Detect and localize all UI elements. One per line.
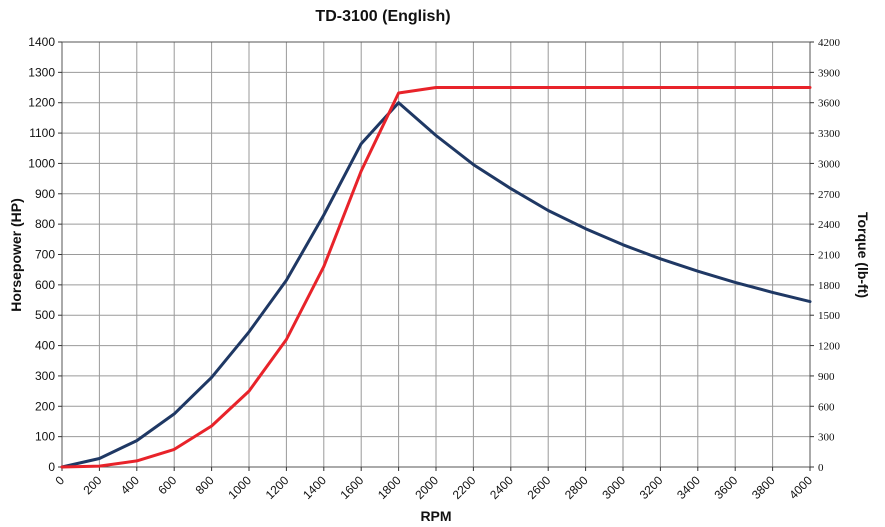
x-tick-label: 600 bbox=[155, 473, 179, 497]
y-left-tick-label: 1000 bbox=[28, 156, 55, 170]
y-right-tick-label: 3300 bbox=[818, 128, 841, 140]
y-right-tick-label: 900 bbox=[818, 371, 835, 383]
y-left-tick-label: 300 bbox=[35, 369, 55, 383]
y-left-tick-label: 0 bbox=[48, 460, 55, 474]
x-tick-label: 0 bbox=[52, 473, 67, 488]
x-tick-label: 400 bbox=[118, 473, 142, 497]
y-right-tick-label: 4200 bbox=[818, 37, 841, 49]
tick-marks bbox=[58, 41, 814, 471]
x-tick-label: 1200 bbox=[263, 473, 292, 502]
y2-axis-title: Torque (lb-ft) bbox=[855, 212, 871, 298]
chart-title: TD-3100 (English) bbox=[315, 8, 450, 25]
y-left-tick-label: 100 bbox=[35, 430, 55, 444]
gridlines bbox=[61, 41, 811, 468]
x-tick-label: 3400 bbox=[674, 473, 703, 502]
x-axis-title: RPM bbox=[420, 508, 451, 524]
series-lines bbox=[60, 86, 812, 469]
x-tick-label: 2400 bbox=[487, 473, 516, 502]
x-tick-label: 3200 bbox=[637, 473, 666, 502]
x-tick-label: 3600 bbox=[712, 473, 741, 502]
x-tick-label: 1000 bbox=[225, 473, 254, 502]
y-right-tick-label: 3900 bbox=[818, 67, 841, 79]
y-right-tick-label: 3000 bbox=[818, 158, 841, 170]
x-tick-label: 2600 bbox=[525, 473, 554, 502]
y-left-tick-label: 800 bbox=[35, 217, 55, 231]
y-left-tick-label: 1100 bbox=[29, 126, 55, 140]
y-right-tick-label: 1800 bbox=[818, 280, 841, 292]
y-left-tick-label: 200 bbox=[35, 399, 55, 413]
y-right-tick-labels: 0 300 600 900 1200 1500 1800 2100 2400 2700 3000 33… bbox=[818, 37, 841, 474]
x-tick-label: 1400 bbox=[300, 473, 329, 502]
x-tick-label: 2200 bbox=[450, 473, 479, 502]
y-right-tick-label: 0 bbox=[818, 462, 824, 474]
y-right-tick-label: 2700 bbox=[818, 189, 841, 201]
x-tick-label: 1600 bbox=[338, 473, 367, 502]
x-tick-label: 2800 bbox=[562, 473, 591, 502]
series-line-2 bbox=[60, 86, 812, 469]
y-right-tick-label: 1200 bbox=[818, 341, 841, 353]
x-tick-label: 3000 bbox=[599, 473, 628, 502]
x-tick-label: 800 bbox=[193, 473, 217, 497]
x-tick-label: 2000 bbox=[412, 473, 441, 502]
y-axis-title: Horsepower (HP) bbox=[8, 198, 24, 312]
y-right-tick-label: 300 bbox=[818, 432, 835, 444]
y-right-tick-label: 2100 bbox=[818, 250, 841, 262]
y-left-tick-label: 600 bbox=[35, 278, 55, 292]
y-left-tick-label: 1400 bbox=[28, 35, 55, 49]
y-left-tick-label: 1200 bbox=[28, 96, 55, 110]
y-left-tick-label: 900 bbox=[35, 187, 55, 201]
x-tick-label: 4000 bbox=[786, 473, 815, 502]
y-left-tick-label: 1300 bbox=[28, 65, 55, 79]
y-right-tick-label: 600 bbox=[818, 401, 835, 413]
y-left-tick-label: 400 bbox=[35, 339, 55, 353]
x-tick-label: 200 bbox=[80, 473, 104, 497]
x-tick-labels: 0 200 400 600 800 1000 1200 1400 1600 1800 2000 220… bbox=[52, 473, 815, 502]
y-right-tick-label: 1500 bbox=[818, 310, 841, 322]
y-right-tick-label: 3600 bbox=[818, 98, 841, 110]
x-tick-label: 3800 bbox=[749, 473, 778, 502]
x-tick-label: 1800 bbox=[375, 473, 404, 502]
y-right-tick-label: 2400 bbox=[818, 219, 841, 231]
y-left-tick-label: 700 bbox=[35, 248, 55, 262]
y-left-tick-label: 500 bbox=[35, 308, 55, 322]
y-left-tick-labels: 0 100 200 300 400 500 600 700 800 900 1000 1100 1200… bbox=[28, 35, 55, 474]
series-line-1 bbox=[60, 101, 812, 469]
